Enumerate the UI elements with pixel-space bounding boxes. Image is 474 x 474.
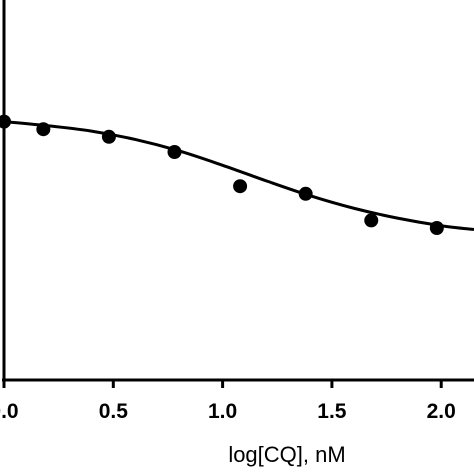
x-ticks: 0.0 0.5 1.0 1.5 2.0 — [0, 380, 456, 423]
x-tick-label: 1.0 — [208, 400, 237, 423]
x-tick-label: 2.0 — [427, 400, 456, 423]
data-point — [364, 213, 379, 228]
data-point — [0, 114, 11, 129]
x-tick-label: 0.5 — [99, 400, 129, 423]
x-tick-label: 0.0 — [0, 400, 19, 423]
x-tick-label: 1.5 — [317, 400, 347, 423]
axes — [2, 0, 474, 382]
x-axis-label: log[CQ], nM — [228, 442, 345, 467]
data-point — [36, 122, 51, 137]
data-point — [101, 129, 116, 144]
data-points-layer — [0, 114, 444, 235]
data-point — [298, 186, 313, 201]
fit-curve — [3, 120, 474, 232]
data-point — [233, 179, 248, 194]
data-point — [167, 145, 182, 159]
fit-curve-layer — [3, 120, 474, 232]
data-point — [429, 221, 444, 235]
